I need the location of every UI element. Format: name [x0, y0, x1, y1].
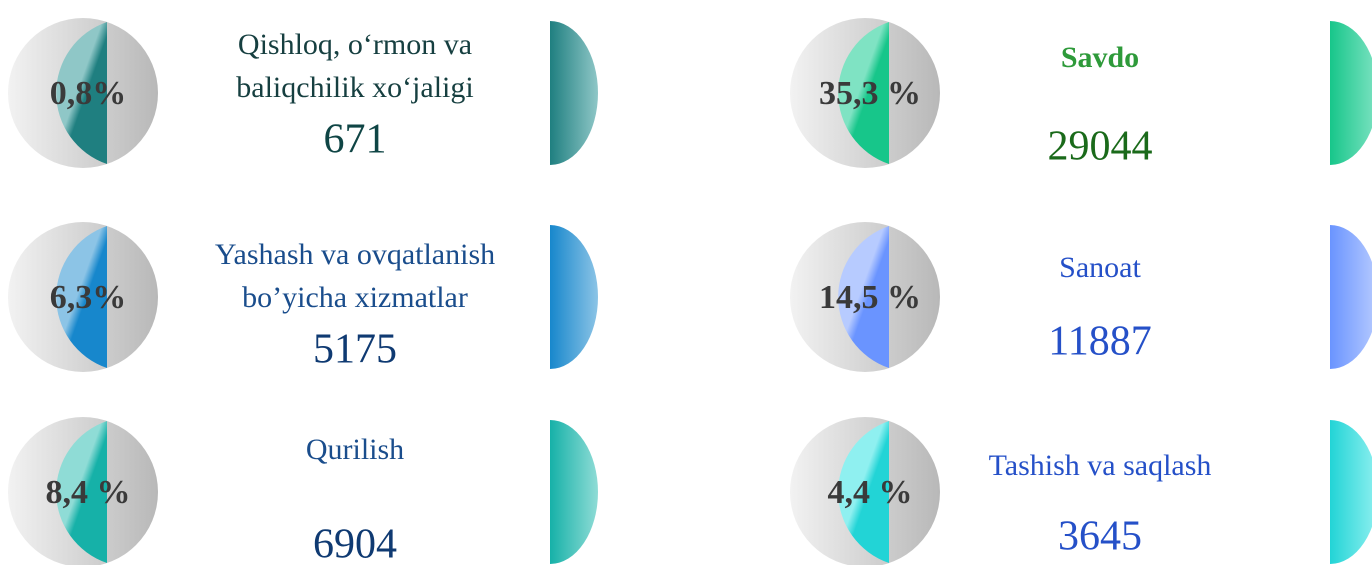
stat-item: 4,4 % Tashish va saqlash 3645	[790, 417, 1372, 565]
half-disc	[550, 420, 598, 564]
circle-half	[56, 226, 107, 368]
sector-name: Tashish va saqlash	[989, 449, 1212, 482]
sector-name: Qurilish	[306, 433, 404, 466]
sector-name: Yashash va ovqatlanish	[215, 238, 495, 271]
half-disc	[550, 21, 598, 165]
percent-label: 8,4 %	[46, 474, 131, 511]
circle-half	[838, 22, 889, 164]
stat-item: 8,4 % Qurilish 6904	[8, 417, 598, 565]
stat-item: 6,3% Yashash va ovqatlanish bo’yicha xizma…	[8, 222, 598, 373]
sector-name: Qishloq, o‘rmon va	[238, 28, 472, 61]
percent-label: 6,3%	[50, 279, 127, 316]
sector-name: Savdo	[1061, 41, 1139, 74]
percent-label: 14,5 %	[819, 279, 921, 316]
half-disc	[1330, 225, 1372, 369]
circle-half	[56, 22, 107, 164]
circle-half	[838, 421, 889, 563]
sector-count: 5175	[313, 327, 397, 373]
stat-item: 14,5 % Sanoat 11887	[790, 222, 1372, 372]
circle-half	[56, 421, 107, 563]
sector-name: bo’yicha xizmatlar	[242, 281, 468, 314]
percent-label: 35,3 %	[819, 75, 921, 112]
circle-half	[838, 226, 889, 368]
percent-label: 0,8%	[50, 75, 127, 112]
percent-label: 4,4 %	[828, 474, 913, 511]
sector-count: 6904	[313, 522, 397, 565]
stat-item: 35,3 % Savdo 29044	[790, 18, 1372, 170]
sector-name: Sanoat	[1059, 251, 1141, 284]
sector-count: 3645	[1058, 514, 1142, 560]
stat-item: 0,8% Qishloq, o‘rmon va baliqchilik xo‘jal…	[8, 18, 598, 168]
half-disc	[550, 225, 598, 369]
sector-count: 11887	[1048, 319, 1151, 365]
sector-name: baliqchilik xo‘jaligi	[236, 71, 473, 104]
half-disc	[1330, 21, 1372, 165]
half-disc	[1330, 420, 1372, 564]
sector-count: 671	[324, 117, 387, 163]
sector-count: 29044	[1048, 124, 1153, 170]
